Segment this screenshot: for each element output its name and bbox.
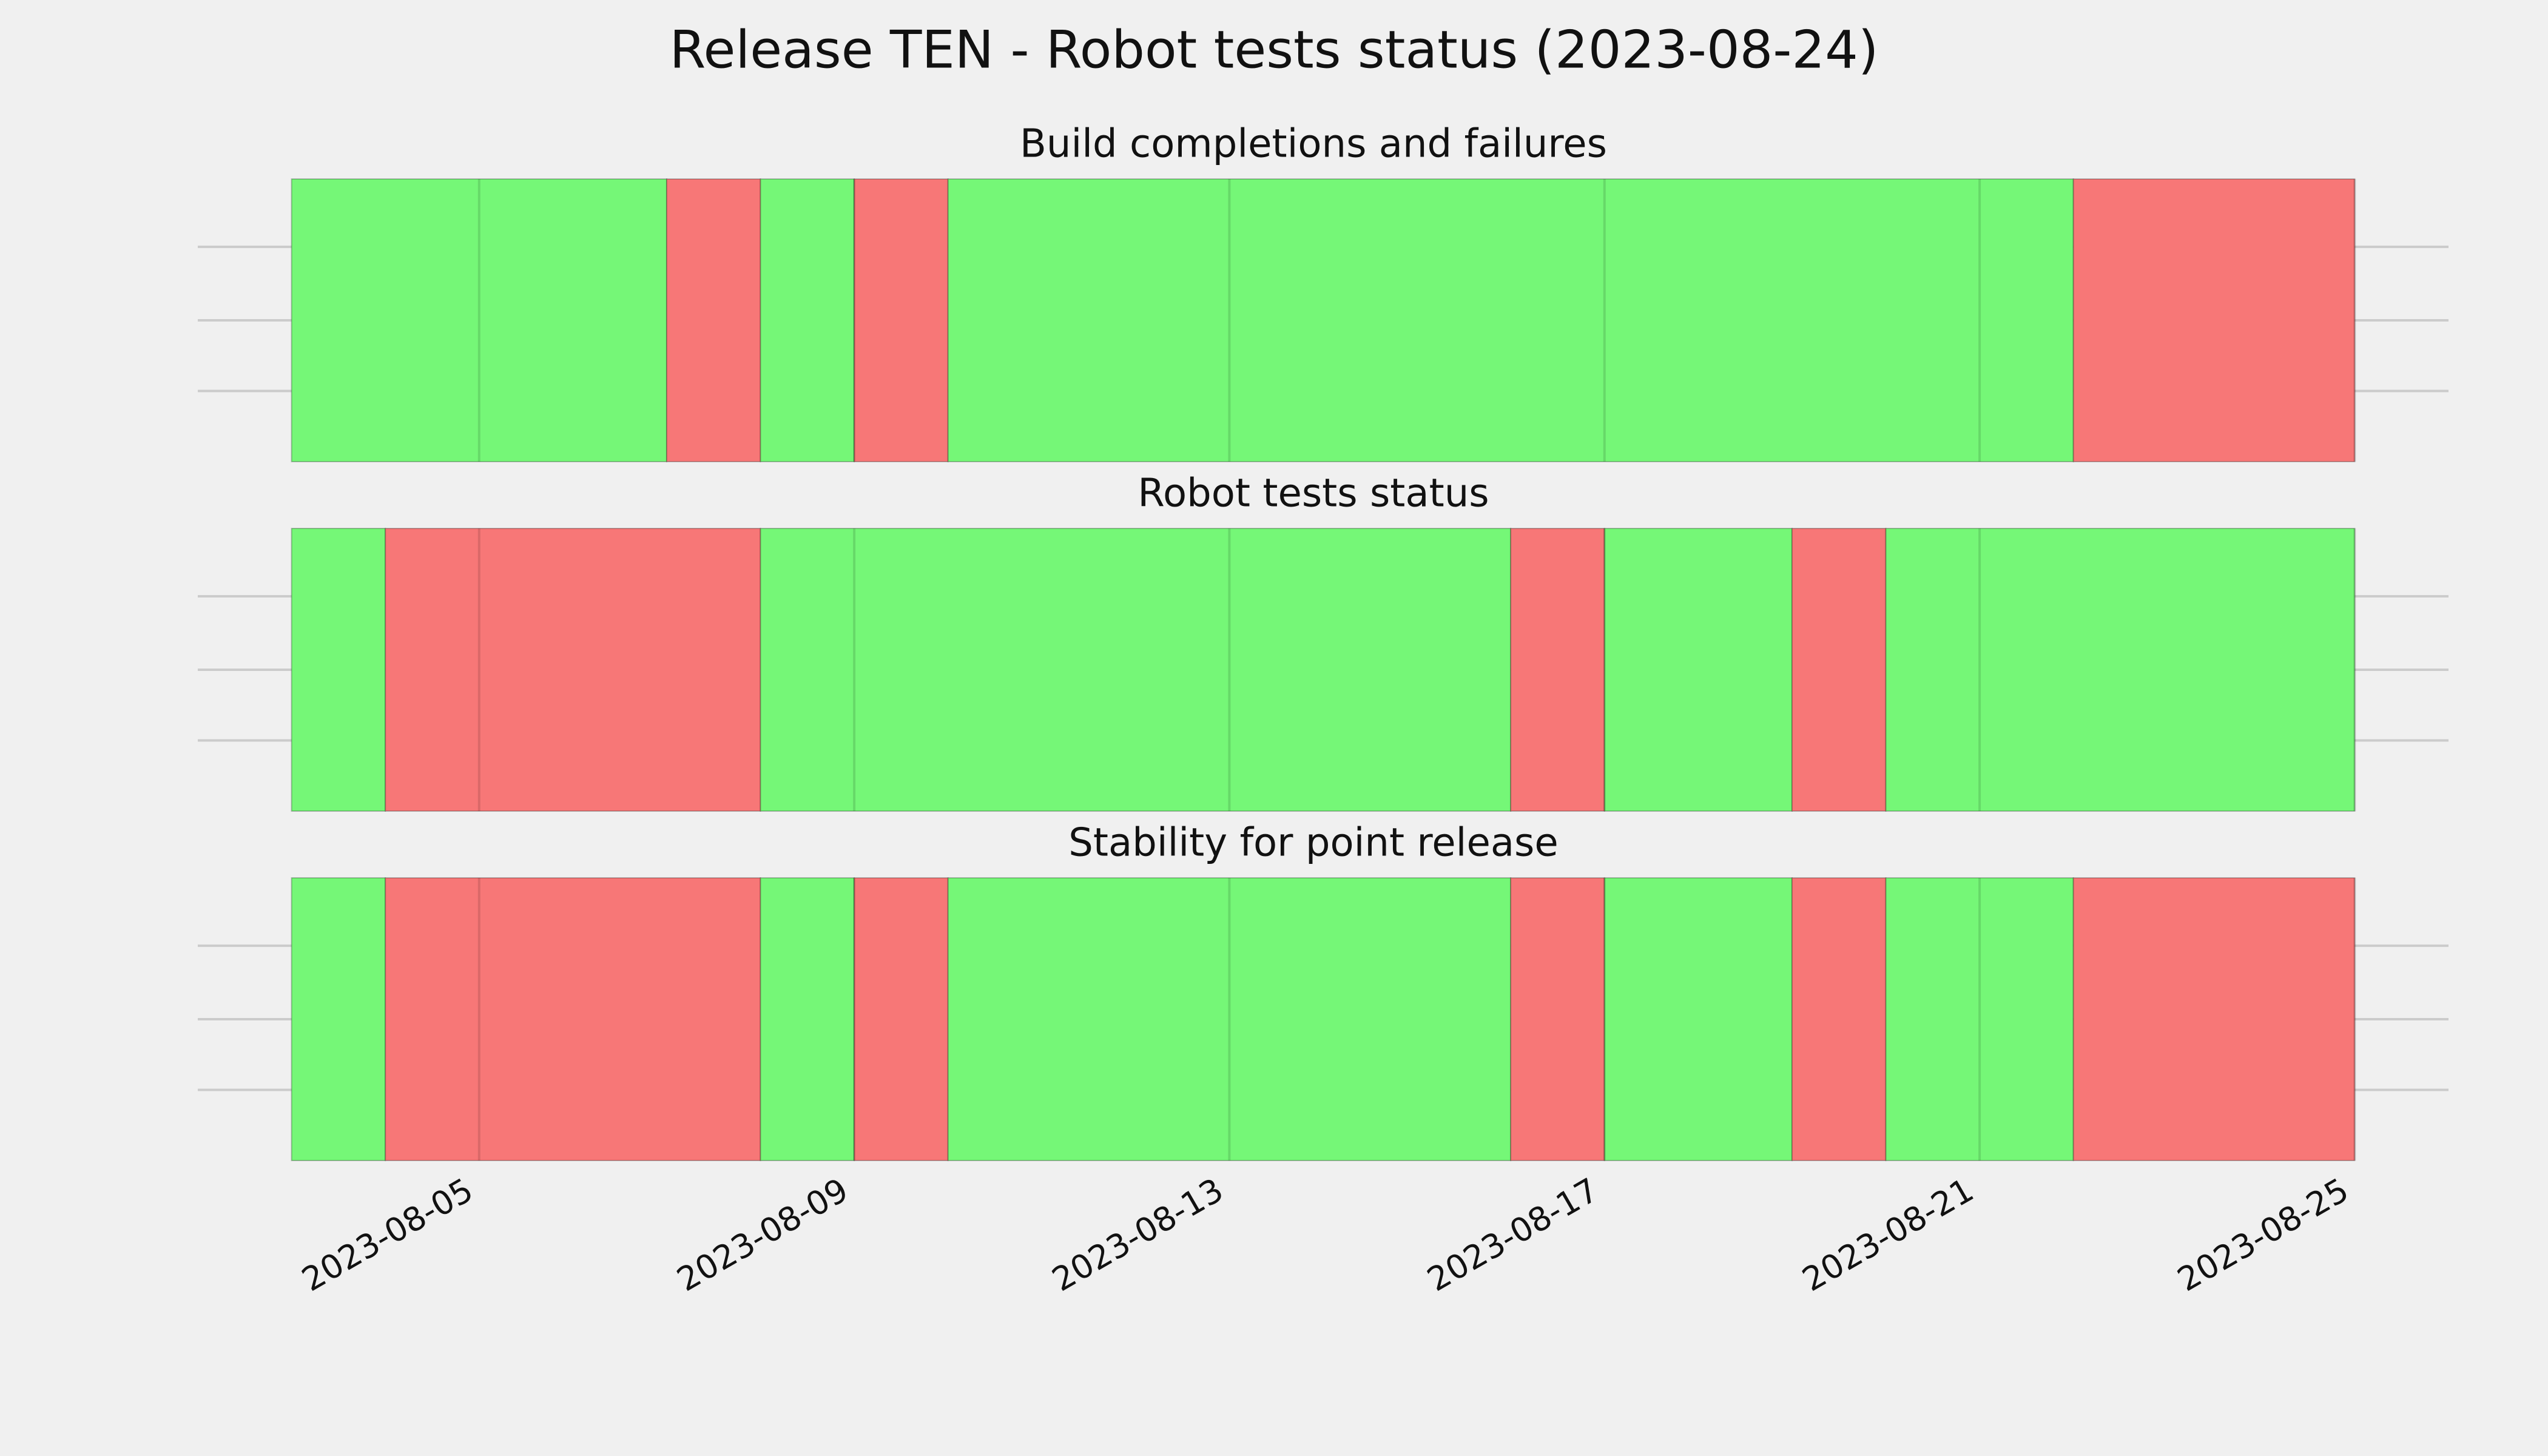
status-bar xyxy=(291,528,386,812)
status-bar xyxy=(2072,877,2356,1161)
status-bar xyxy=(1791,528,1887,812)
status-bar xyxy=(291,178,667,462)
status-bar xyxy=(2072,178,2356,462)
status-bar xyxy=(385,528,761,812)
status-bar xyxy=(666,178,761,462)
status-bar xyxy=(760,528,1512,812)
status-bar xyxy=(947,178,2074,462)
status-bar xyxy=(760,178,855,462)
status-bar xyxy=(385,877,761,1161)
status-bar xyxy=(1510,528,1605,812)
status-bar xyxy=(1603,528,1793,812)
panel-title: Robot tests status xyxy=(1138,471,1489,516)
status-bar xyxy=(760,877,855,1161)
status-bar xyxy=(947,877,1512,1161)
panel-title: Build completions and failures xyxy=(1020,122,1607,167)
status-bar xyxy=(1885,877,2074,1161)
status-bar xyxy=(1791,877,1887,1161)
status-bar xyxy=(291,877,386,1161)
status-bar xyxy=(1885,528,2356,812)
status-bar xyxy=(1603,877,1793,1161)
status-bar xyxy=(854,877,949,1161)
panel-title: Stability for point release xyxy=(1068,821,1559,866)
status-bar xyxy=(854,178,949,462)
figure-title: Release TEN - Robot tests status (2023-0… xyxy=(670,19,1879,80)
status-bar xyxy=(1510,877,1605,1161)
